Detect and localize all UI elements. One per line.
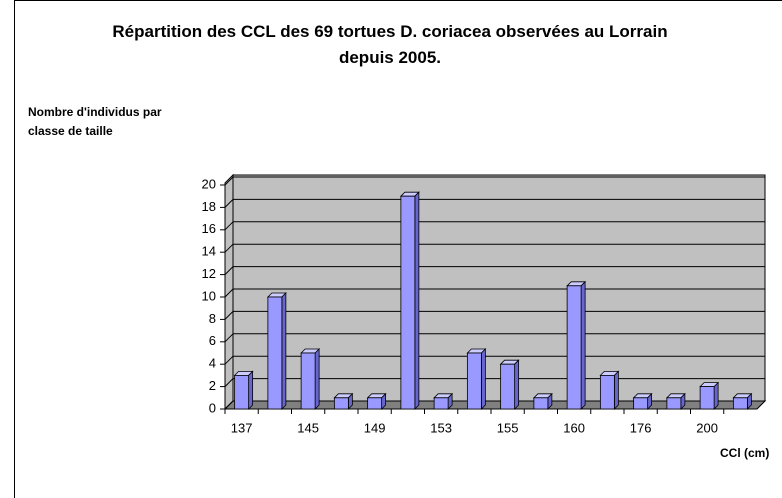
grid-line-side: [224, 176, 234, 186]
y-axis-label: Nombre d'individus par classe de taille: [28, 105, 162, 138]
bar-side: [514, 359, 520, 410]
y-tick-label: 4: [209, 356, 216, 371]
grid-line-side: [224, 400, 234, 410]
bar: [699, 386, 715, 410]
grid-line-side: [224, 311, 234, 320]
bar: [333, 397, 349, 410]
chart-title: Répartition des CCL des 69 tortues D. co…: [112, 22, 668, 67]
x-tick-label: 155: [497, 420, 519, 435]
bar-side: [248, 370, 254, 410]
bar-side: [480, 348, 486, 410]
x-tick-label: 176: [630, 420, 652, 435]
bar-side: [314, 348, 320, 410]
x-tick-label: 145: [297, 420, 319, 435]
grid-line-side: [224, 288, 234, 298]
y-tick-label: 10: [202, 288, 216, 303]
x-tick-label: 160: [563, 420, 585, 435]
bar: [500, 363, 516, 410]
y-tick-label: 20: [202, 176, 216, 191]
x-tick-label: 137: [231, 420, 253, 435]
bar: [300, 352, 316, 410]
grid-line-side: [224, 333, 234, 343]
bar-side: [713, 381, 719, 410]
bar: [666, 397, 682, 410]
bar: [566, 285, 582, 410]
grid-line-side: [224, 378, 234, 387]
bar: [633, 397, 649, 410]
y-tick-label: 2: [209, 378, 216, 393]
grid-line-side: [224, 355, 234, 365]
y-tick-label: 6: [209, 333, 216, 348]
y-tick-label: 12: [202, 266, 216, 281]
x-tick-label: 149: [364, 420, 386, 435]
bar-side: [281, 292, 287, 410]
grid-line-side: [224, 199, 234, 208]
bar: [267, 296, 283, 410]
grid-line-side: [224, 266, 234, 275]
bar: [466, 352, 482, 410]
y-tick-label: 14: [202, 244, 216, 259]
bar: [400, 195, 416, 410]
x-tick-label: 153: [430, 420, 452, 435]
bar: [234, 374, 250, 410]
side-wall: [224, 173, 234, 411]
x-axis-label: CCl (cm): [720, 446, 770, 460]
x-tick-label: 200: [696, 420, 718, 435]
grid-line-side: [224, 243, 234, 253]
bar: [433, 397, 449, 410]
bar: [367, 397, 383, 410]
bar: [732, 397, 748, 410]
bar-side: [580, 280, 586, 410]
grid-line-side: [224, 221, 234, 231]
bar: [599, 374, 615, 410]
bar: [533, 397, 549, 410]
y-tick-label: 16: [202, 221, 216, 236]
bar-side: [414, 191, 420, 410]
bar-side: [613, 370, 619, 410]
y-tick-label: 8: [209, 311, 216, 326]
y-tick-label: 18: [202, 199, 216, 214]
y-tick-label: 0: [209, 400, 216, 415]
